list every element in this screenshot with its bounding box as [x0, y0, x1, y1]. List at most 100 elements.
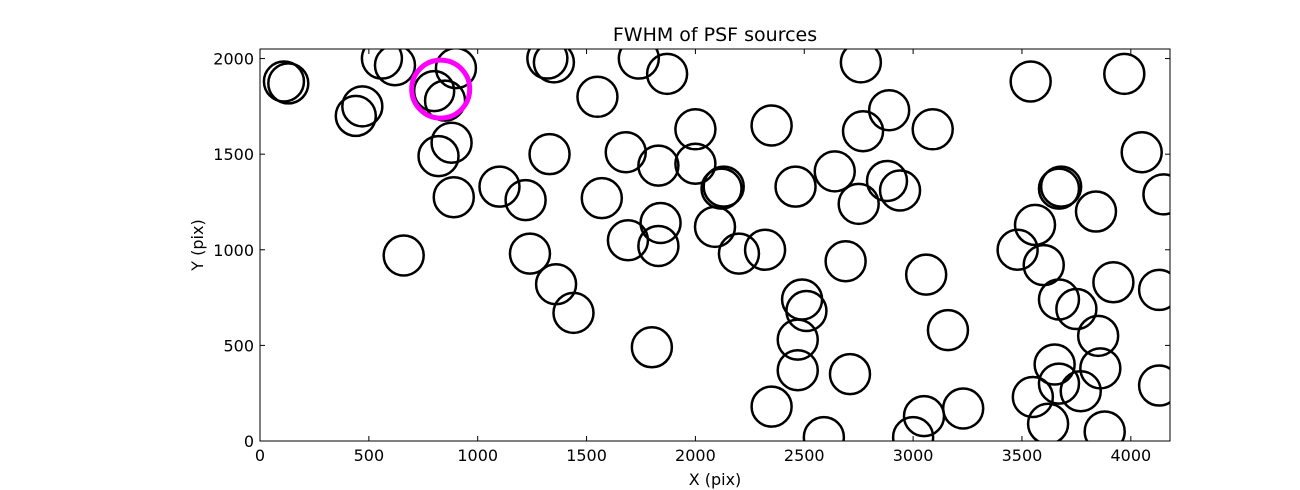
- source-marker: [750, 104, 793, 147]
- source-marker: [1011, 375, 1055, 419]
- y-tick-label: 500: [223, 336, 254, 355]
- source-marker: [700, 167, 743, 210]
- source-marker: [341, 85, 384, 128]
- plot-area: [262, 49, 1170, 441]
- x-tick-label: 4000: [1110, 446, 1151, 465]
- source-marker: [911, 108, 954, 151]
- source-marker: [532, 49, 576, 84]
- source-marker: [828, 352, 872, 396]
- x-tick-label: 3500: [1002, 446, 1043, 465]
- x-tick-label: 2500: [784, 446, 825, 465]
- source-marker: [478, 165, 521, 208]
- source-marker: [637, 224, 680, 268]
- source-marker: [639, 201, 682, 245]
- source-marker: [1142, 173, 1170, 216]
- source-marker: [1137, 364, 1170, 407]
- axis-ticks: 0 500 1000 1500 2000 2500 3000 3500 4000 0 500 1000…: [213, 49, 1170, 465]
- source-marker: [904, 253, 948, 296]
- source-marker: [941, 387, 985, 430]
- source-marker: [750, 385, 793, 428]
- source-marker: [1037, 362, 1081, 405]
- source-marker: [617, 49, 661, 80]
- source-marker: [780, 278, 824, 321]
- source-marker: [576, 75, 619, 119]
- source-marker: [1026, 402, 1070, 441]
- y-tick-label: 1000: [213, 241, 254, 260]
- y-tick-label: 2000: [213, 50, 254, 69]
- x-axis-label: X (pix): [689, 470, 742, 489]
- source-marker: [1137, 268, 1170, 312]
- source-marker: [1076, 314, 1120, 358]
- source-marker: [552, 291, 595, 335]
- source-marker: [1092, 261, 1135, 304]
- source-marker: [776, 318, 819, 361]
- source-marker: [1103, 52, 1146, 96]
- source-marker: [417, 134, 460, 178]
- x-tick-label: 0: [255, 446, 265, 465]
- source-marker: [717, 232, 761, 275]
- source-marker: [526, 49, 569, 80]
- source-marker: [412, 69, 456, 113]
- source-marker: [891, 415, 935, 441]
- source-marker: [785, 289, 828, 333]
- chart-title: FWHM of PSF sources: [613, 24, 817, 46]
- source-marker: [373, 49, 417, 87]
- source-marker: [334, 94, 378, 138]
- source-marker: [580, 176, 624, 220]
- source-marker: [430, 121, 473, 164]
- source-marker: [1037, 167, 1081, 210]
- x-tick-label: 1000: [457, 446, 498, 465]
- source-marker: [630, 326, 674, 369]
- source-marker: [508, 232, 552, 275]
- source-marker: [743, 228, 787, 272]
- source-marker: [865, 159, 909, 203]
- source-marker: [813, 150, 856, 193]
- source-marker: [1074, 190, 1118, 233]
- x-tick-label: 2000: [675, 446, 716, 465]
- source-marker: [1055, 287, 1098, 331]
- source-marker: [776, 348, 819, 392]
- source-marker: [837, 182, 880, 226]
- source-marker: [674, 108, 717, 151]
- source-marker: [867, 88, 911, 132]
- source-marker: [839, 49, 883, 84]
- source-marker: [360, 49, 404, 80]
- source-marker: [902, 394, 946, 438]
- y-tick-label: 1500: [213, 145, 254, 164]
- source-marker: [774, 165, 817, 208]
- source-marker: [1083, 410, 1126, 441]
- source-marker: [1079, 347, 1122, 390]
- source-marker: [267, 62, 310, 105]
- x-tick-label: 3000: [893, 446, 934, 465]
- source-marker: [606, 218, 650, 262]
- source-marker: [637, 144, 680, 187]
- source-marker: [996, 228, 1039, 272]
- source-marker: [878, 169, 922, 212]
- source-marker: [841, 109, 885, 153]
- source-marker: [1059, 370, 1102, 413]
- source-marker: [434, 49, 478, 90]
- source-marker: [693, 205, 737, 249]
- plot-frame: [259, 48, 1171, 442]
- source-marker: [382, 234, 425, 277]
- x-tick-label: 1500: [566, 446, 607, 465]
- source-marker: [1120, 131, 1163, 174]
- source-marker: [1033, 343, 1076, 386]
- y-axis-label: Y (pix): [188, 219, 207, 271]
- source-marker: [1009, 60, 1052, 103]
- source-marker: [262, 60, 306, 103]
- source-marker: [645, 52, 689, 96]
- source-marker: [534, 262, 578, 306]
- source-marker: [432, 175, 476, 219]
- source-marker: [528, 132, 571, 176]
- source-marker: [504, 178, 547, 222]
- source-marker: [1039, 165, 1083, 208]
- source-marker: [702, 165, 745, 208]
- x-tick-label: 500: [354, 446, 385, 465]
- source-marker: [604, 131, 647, 174]
- source-marker: [824, 240, 867, 283]
- highlighted-source-marker: [409, 57, 473, 121]
- source-marker: [1013, 203, 1057, 247]
- source-marker: [926, 308, 970, 352]
